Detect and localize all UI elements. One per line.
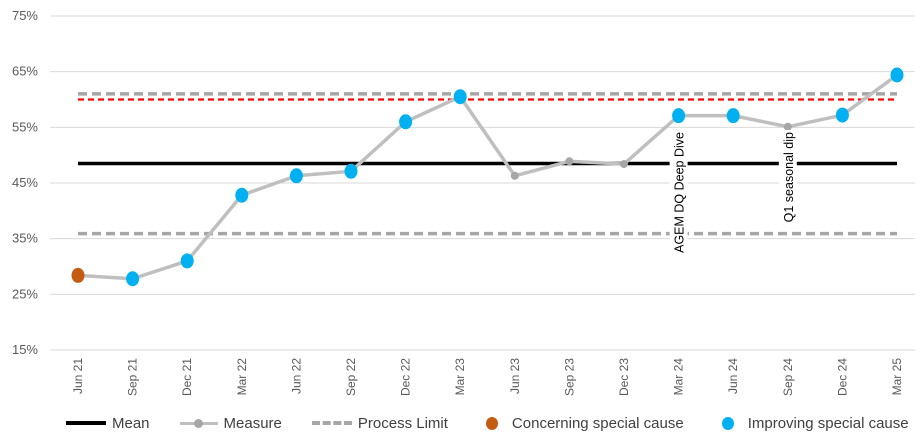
reference-lines [78,92,897,236]
measure-point [783,122,792,131]
x-tick-label: Mar 22 [235,358,249,396]
legend-item-measure: Measure [179,414,282,432]
annotation: AGEM DQ Deep Dive [669,130,688,257]
x-tick-label: Jun 21 [71,358,85,394]
improving-point [890,67,904,83]
improving-point [672,108,686,124]
x-tick-label: Jun 24 [726,358,740,394]
annotation-label: Q1 seasonal dip [782,132,796,222]
improving-point [344,163,358,179]
concerning-swatch [485,416,498,430]
legend-label-concerning: Concerning special cause [511,414,684,432]
x-tick-label: Sep 24 [781,358,795,396]
y-tick-label: 45% [12,175,38,190]
x-tick-label: Sep 23 [562,358,576,396]
y-tick-label: 65% [12,64,38,79]
legend-item-mean: Mean [66,415,150,432]
process-limit-swatch [311,421,352,425]
spc-chart: 15% 25% 35% 45% 55% 65% 75% Jun 21 Sep 21 Dec 21… [12,8,915,396]
x-tick-label: Sep 22 [344,358,358,396]
measure-swatch [179,418,218,428]
measure-series [71,67,904,287]
legend-label-mean: Mean [112,414,150,432]
x-tick-label: Jun 22 [289,358,303,394]
legend-item-concerning: Concerning special cause [478,415,684,432]
measure-line [77,73,899,281]
legend-item-improving: Improving special cause [714,415,909,432]
concerning-point [71,267,85,283]
improving-point [453,89,467,105]
legend-label-improving: Improving special cause [747,414,909,432]
x-tick-label: Dec 24 [835,358,849,396]
legend: Mean Measure Process Limit Concerning sp… [66,412,909,434]
y-tick-label: 55% [12,119,38,134]
annotation-background [669,130,688,257]
y-tick-label: 15% [12,342,38,357]
x-tick-label: Mar 25 [890,358,904,396]
x-tick-label: Dec 23 [617,358,631,396]
improving-point [235,187,249,203]
x-tick-label: Sep 21 [126,358,140,396]
x-tick-label: Dec 21 [180,358,194,396]
improving-point [726,108,740,124]
x-axis-ticks: Jun 21 Sep 21 Dec 21 Mar 22 Jun 22 Sep 22 Dec … [71,358,904,396]
legend-item-process-limit: Process Limit [311,414,448,432]
measure-point [510,171,519,180]
improving-point [180,253,194,269]
x-tick-label: Dec 22 [399,358,413,396]
y-tick-label: 35% [12,231,38,246]
legend-label-measure: Measure [223,414,282,432]
y-axis-ticks: 15% 25% 35% 45% 55% 65% 75% [12,8,38,357]
x-tick-label: Mar 23 [453,358,467,396]
improving-point [126,271,140,287]
improving-point [835,107,849,123]
y-tick-label: 75% [12,8,38,23]
improving-point [399,114,413,130]
annotation-label: AGEM DQ Deep Dive [673,132,687,253]
annotation-background [778,130,797,227]
measure-point [565,157,574,166]
y-tick-label: 25% [12,286,38,301]
x-tick-label: Jun 23 [508,358,522,394]
measure-point [620,160,628,169]
annotation: Q1 seasonal dip [778,130,797,227]
improving-point [289,168,303,184]
mean-swatch [66,421,106,425]
annotations: AGEM DQ Deep Dive Q1 seasonal dip [669,130,797,257]
legend-label-process-limit: Process Limit [357,414,448,432]
improving-swatch [721,416,734,430]
x-tick-label: Mar 24 [672,358,686,396]
